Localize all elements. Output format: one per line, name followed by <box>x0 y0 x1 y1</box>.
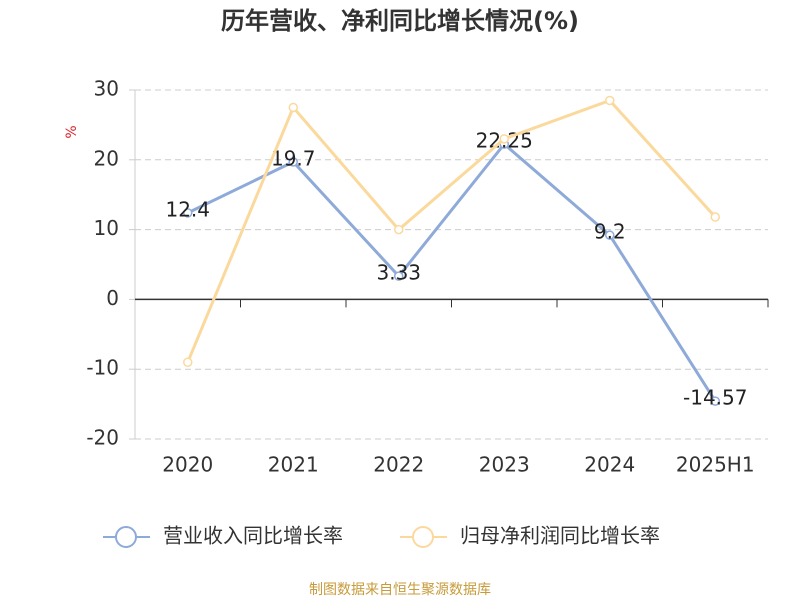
data-point <box>605 230 615 240</box>
data-point <box>288 102 298 113</box>
series-line <box>186 98 717 363</box>
legend-marker <box>412 526 434 548</box>
x-tick-label: 2025H1 <box>676 453 755 477</box>
legend-label: 营业收入同比增长率 <box>163 524 343 548</box>
x-tick-label: 2023 <box>479 453 530 477</box>
source-note: 制图数据来自恒生聚源数据库 <box>309 582 491 598</box>
data-label: 12.4 <box>165 197 210 221</box>
chart-title: 历年营收、净利同比增长情况(%) <box>221 7 579 35</box>
data-point <box>394 271 404 281</box>
data-point <box>710 396 720 406</box>
data-point <box>394 224 404 235</box>
data-label: 9.2 <box>594 220 626 244</box>
y-tick-label: 30 <box>94 77 119 101</box>
y-tick-label: 0 <box>106 286 119 310</box>
data-label: 19.7 <box>271 146 316 170</box>
y-tick-label: 20 <box>94 146 119 170</box>
data-point <box>183 208 193 218</box>
legend-label: 归母净利润同比增长率 <box>460 524 660 548</box>
data-point <box>605 95 615 106</box>
y-tick-label: -10 <box>86 356 119 380</box>
x-tick-label: 2021 <box>268 453 319 477</box>
data-point <box>710 212 720 222</box>
x-tick-label: 2022 <box>373 453 424 477</box>
data-label: -14.57 <box>683 386 747 410</box>
y-tick-label: 10 <box>94 216 119 240</box>
legend-marker <box>115 526 137 548</box>
y-axis-label: % <box>64 125 80 138</box>
data-point <box>183 357 193 367</box>
data-label: 3.33 <box>376 261 421 285</box>
data-point <box>499 134 509 144</box>
y-tick-label: -20 <box>86 426 119 450</box>
data-point <box>288 157 298 167</box>
x-tick-label: 2024 <box>584 453 635 477</box>
series-line <box>187 141 717 402</box>
x-tick-label: 2020 <box>162 453 213 477</box>
